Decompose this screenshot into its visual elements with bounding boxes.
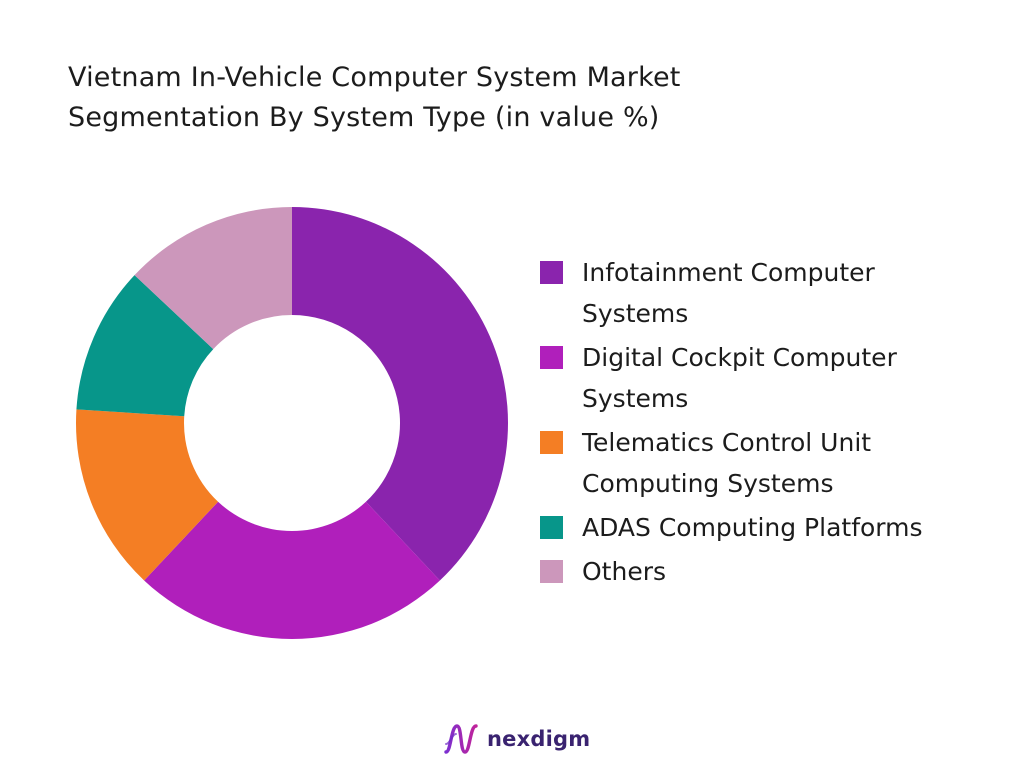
legend-label: Telematics Control Unit Computing System… [582,428,872,498]
chart-title: Vietnam In-Vehicle Computer System Marke… [68,58,888,138]
donut-slice-infotainment-computer-systems [292,207,508,581]
chart-title-line-2: Segmentation By System Type (in value %) [68,102,660,133]
legend-swatch [540,346,563,369]
legend-swatch [540,431,563,454]
legend-item: Others [540,551,1010,592]
legend-label: ADAS Computing Platforms [582,513,923,542]
legend-swatch [540,516,563,539]
donut-slice-others [134,207,292,350]
brand-logo: nexdigm [443,722,590,756]
nexdigm-logo-icon [444,724,478,754]
donut-slice-telematics-control-unit-computing-systems [76,409,219,581]
legend-item: Telematics Control Unit Computing System… [540,422,1010,504]
legend-item: Digital Cockpit Computer Systems [540,337,1010,419]
legend-label: Digital Cockpit Computer Systems [582,343,897,413]
legend-item: ADAS Computing Platforms [540,507,1010,548]
logo-wordmark: nexdigm [487,727,591,751]
chart-title-line-1: Vietnam In-Vehicle Computer System Marke… [68,62,681,93]
legend-item: Infotainment Computer Systems [540,252,1010,334]
legend-label: Infotainment Computer Systems [582,258,875,328]
donut-slice-adas-computing-platforms [76,275,214,417]
legend-swatch [540,261,563,284]
donut-slice-digital-cockpit-computer-systems [144,501,440,639]
legend-swatch [540,560,563,583]
legend-label: Others [582,557,667,586]
chart-legend: Infotainment Computer Systems Digital Coc… [540,252,1010,595]
